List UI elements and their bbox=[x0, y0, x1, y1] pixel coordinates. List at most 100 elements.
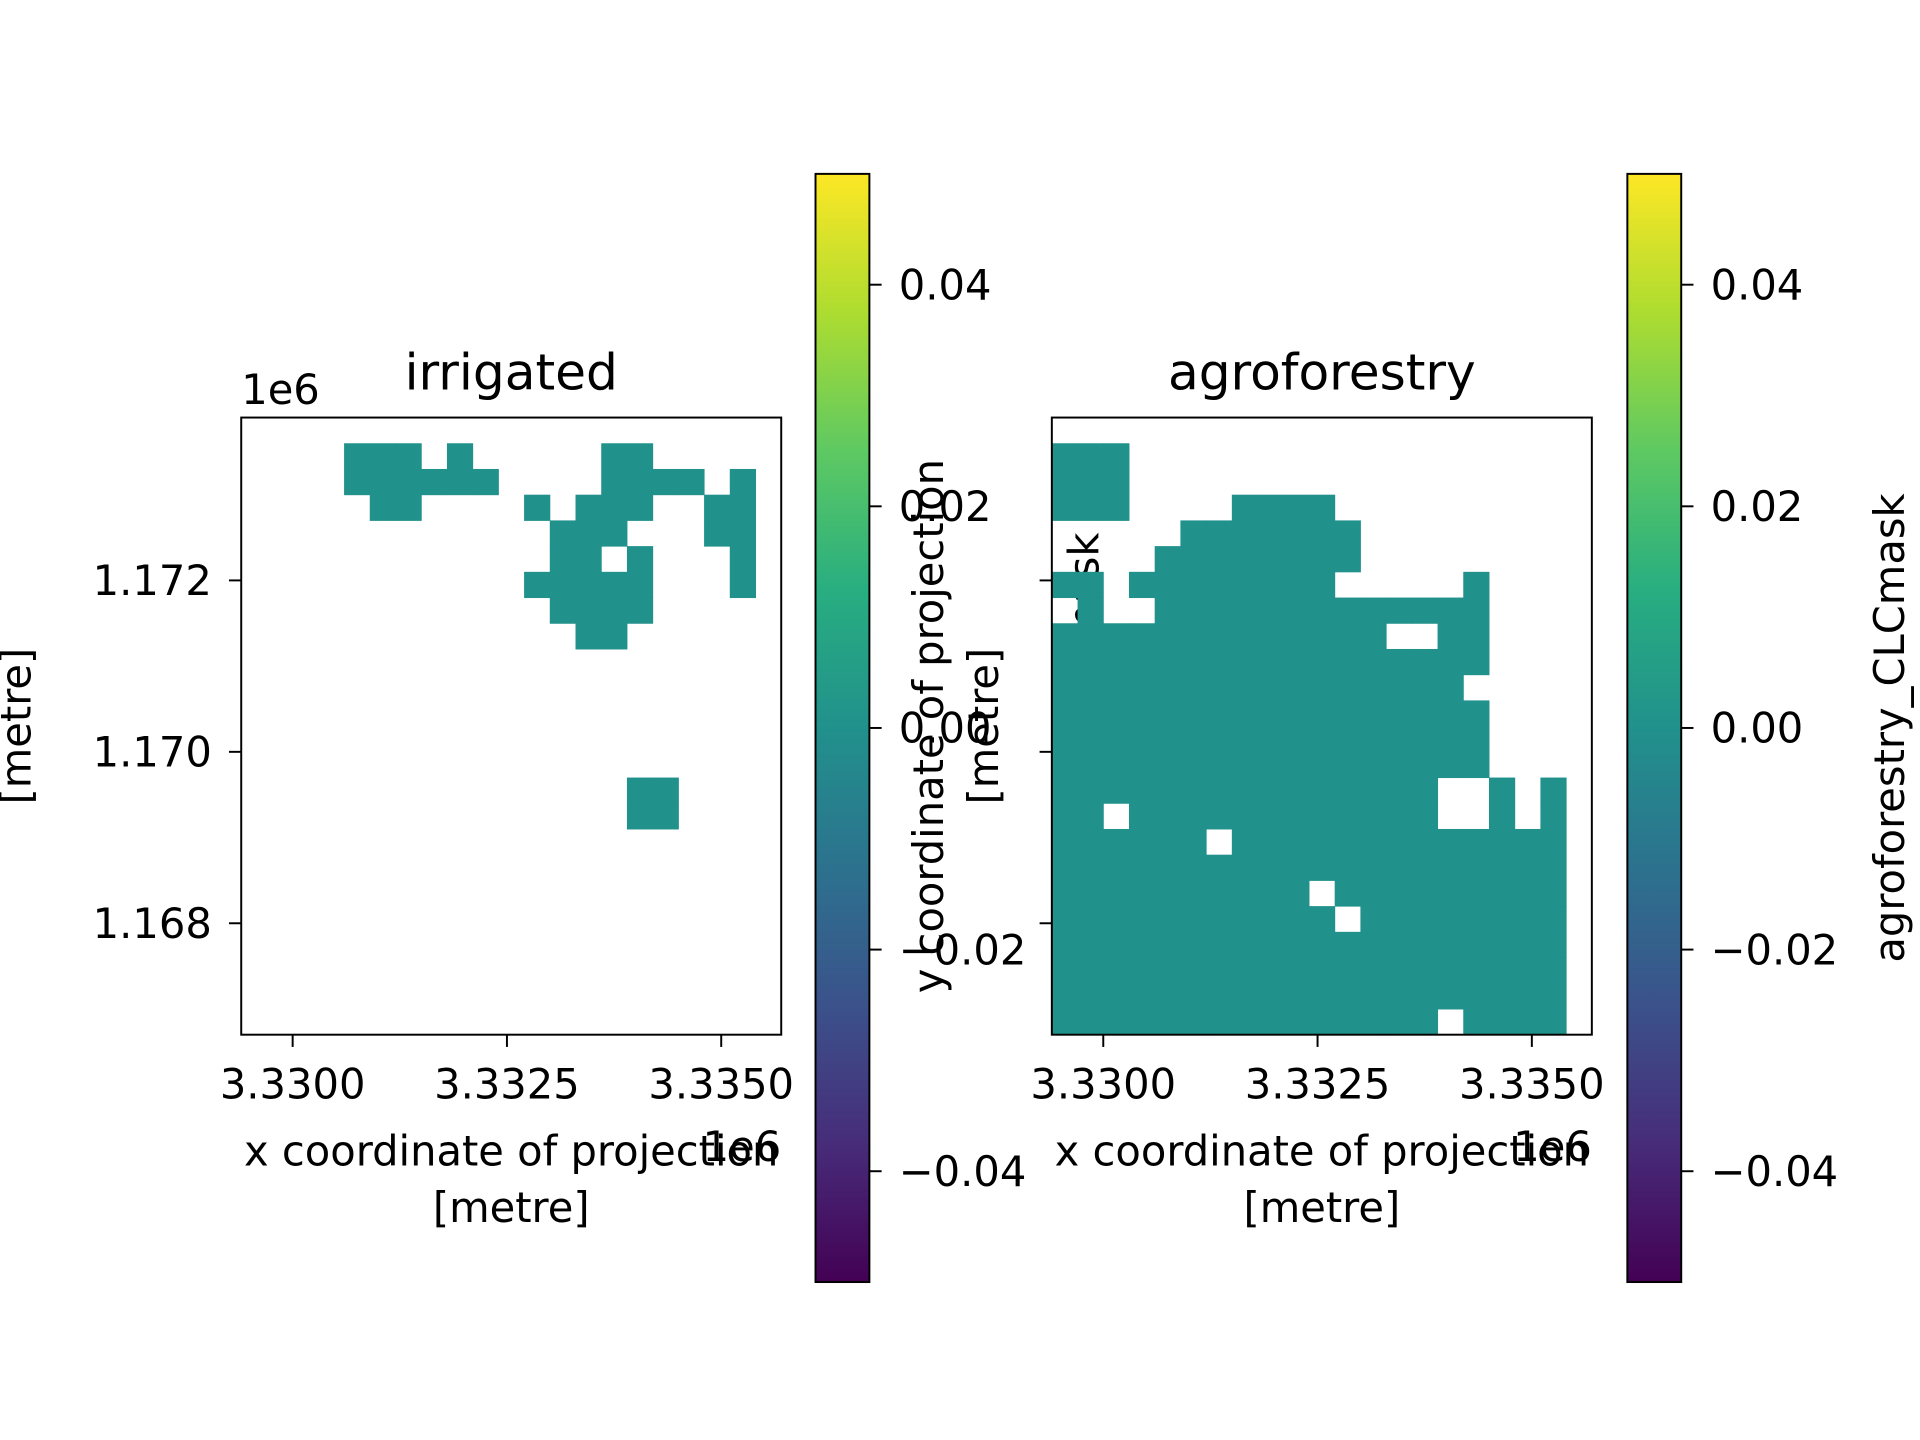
cell bbox=[1283, 957, 1310, 984]
cell bbox=[1257, 854, 1284, 881]
cell bbox=[1411, 983, 1439, 1010]
cell bbox=[1540, 931, 1567, 959]
cell bbox=[1411, 751, 1439, 779]
cell bbox=[1334, 880, 1361, 907]
cell bbox=[678, 468, 705, 496]
cell bbox=[1103, 983, 1130, 1010]
cell bbox=[1308, 571, 1336, 599]
x-tick-label: 3.3300 bbox=[220, 1059, 366, 1108]
cell bbox=[1257, 648, 1284, 676]
cell bbox=[1334, 777, 1361, 804]
cell bbox=[1514, 983, 1541, 1010]
cell bbox=[1308, 648, 1336, 676]
cell bbox=[1257, 623, 1284, 650]
cell bbox=[1103, 854, 1130, 881]
cell bbox=[1077, 854, 1104, 881]
cell bbox=[1257, 983, 1284, 1010]
cell bbox=[1308, 700, 1336, 727]
cell bbox=[1257, 494, 1284, 521]
cell bbox=[1103, 648, 1130, 676]
cell bbox=[1051, 700, 1079, 727]
cell bbox=[1231, 494, 1259, 521]
cell bbox=[1103, 880, 1130, 907]
cell bbox=[1386, 777, 1413, 804]
cell bbox=[369, 443, 396, 470]
cell bbox=[1308, 906, 1336, 933]
cell bbox=[1411, 648, 1439, 676]
cell bbox=[1437, 726, 1464, 753]
cell bbox=[1103, 1008, 1130, 1036]
x-label: [metre] bbox=[433, 1183, 590, 1232]
cell bbox=[549, 597, 576, 624]
cell bbox=[1206, 571, 1233, 599]
cell bbox=[1540, 828, 1567, 856]
cell bbox=[1386, 726, 1413, 753]
cell bbox=[1077, 957, 1104, 984]
x-offset: 1e6 bbox=[1513, 1122, 1592, 1171]
cell bbox=[1103, 931, 1130, 959]
cell bbox=[1334, 674, 1361, 701]
cell bbox=[1437, 623, 1464, 650]
cell bbox=[1103, 751, 1130, 779]
cell bbox=[1308, 597, 1336, 624]
cell bbox=[1128, 803, 1156, 830]
cell bbox=[729, 468, 756, 496]
cell bbox=[1128, 571, 1156, 599]
cell bbox=[1360, 880, 1387, 907]
cell bbox=[1051, 726, 1079, 753]
cell bbox=[1051, 854, 1079, 881]
cell bbox=[1488, 906, 1516, 933]
cell bbox=[1257, 777, 1284, 804]
cell bbox=[1386, 854, 1413, 881]
cell bbox=[1154, 726, 1181, 753]
cell bbox=[1540, 983, 1567, 1010]
cell bbox=[1077, 443, 1104, 470]
cell bbox=[1103, 957, 1130, 984]
cell bbox=[1103, 700, 1130, 727]
y-label: [metre] bbox=[0, 648, 41, 805]
cell bbox=[1051, 648, 1079, 676]
cell bbox=[1488, 983, 1516, 1010]
cell bbox=[1154, 880, 1181, 907]
cell bbox=[1411, 880, 1439, 907]
cell bbox=[1231, 674, 1259, 701]
cell bbox=[1308, 1008, 1336, 1036]
cell bbox=[1206, 906, 1233, 933]
cell bbox=[1514, 957, 1541, 984]
x-label: [metre] bbox=[1243, 1183, 1400, 1232]
cell bbox=[1386, 674, 1413, 701]
cell bbox=[1154, 751, 1181, 779]
cell bbox=[1103, 494, 1130, 521]
cell bbox=[1488, 777, 1516, 804]
cell bbox=[1308, 931, 1336, 959]
cell bbox=[1308, 494, 1336, 521]
cell bbox=[1463, 726, 1490, 753]
cell bbox=[1386, 931, 1413, 959]
cell bbox=[1231, 957, 1259, 984]
cell bbox=[1180, 854, 1207, 881]
y-tick-label: 1.170 bbox=[93, 728, 212, 777]
cell bbox=[1077, 1008, 1104, 1036]
colorbar bbox=[1626, 172, 1683, 1284]
cell bbox=[1257, 880, 1284, 907]
cell bbox=[1180, 726, 1207, 753]
cell bbox=[1514, 906, 1541, 933]
cell bbox=[1514, 931, 1541, 959]
cell bbox=[1360, 983, 1387, 1010]
cell bbox=[1154, 906, 1181, 933]
cell bbox=[1077, 571, 1104, 599]
cell bbox=[1411, 906, 1439, 933]
cell bbox=[1411, 597, 1439, 624]
cell bbox=[1334, 931, 1361, 959]
cell bbox=[1206, 623, 1233, 650]
cell bbox=[1051, 623, 1079, 650]
cell bbox=[1411, 803, 1439, 830]
cell bbox=[1283, 931, 1310, 959]
cell bbox=[1437, 674, 1464, 701]
cell bbox=[575, 494, 602, 521]
cell bbox=[1077, 623, 1104, 650]
cell bbox=[1206, 880, 1233, 907]
cell bbox=[1128, 906, 1156, 933]
cell bbox=[1231, 1008, 1259, 1036]
cell bbox=[1077, 674, 1104, 701]
